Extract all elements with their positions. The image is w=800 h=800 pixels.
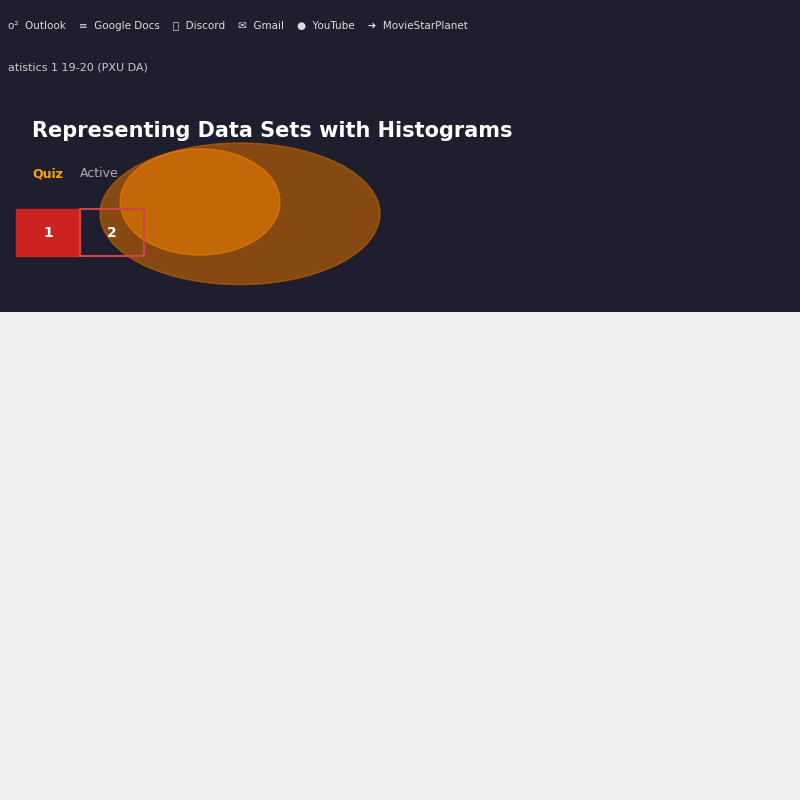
Text: o²  Outlook    ≡  Google Docs    ⬛  Discord    ✉  Gmail    ●  YouTube    ➜  Movi: o² Outlook ≡ Google Docs ⬛ Discord ✉ Gma… bbox=[8, 21, 468, 31]
FancyBboxPatch shape bbox=[16, 209, 80, 256]
Bar bbox=[648, 681, 768, 768]
Ellipse shape bbox=[100, 143, 380, 285]
Text: Which statements about the histogram are true? Check all that apply.: Which statements about the histogram are… bbox=[24, 331, 490, 345]
Ellipse shape bbox=[120, 149, 280, 255]
Title: Science Grades: Science Grades bbox=[358, 351, 514, 369]
Bar bbox=[104, 681, 224, 768]
Bar bbox=[376, 419, 496, 768]
Text: 1: 1 bbox=[43, 226, 53, 240]
Y-axis label: Number of Students: Number of Students bbox=[58, 502, 73, 642]
Text: Quiz: Quiz bbox=[32, 167, 63, 180]
Text: atistics 1 19-20 (PXU DA): atistics 1 19-20 (PXU DA) bbox=[8, 63, 148, 73]
X-axis label: Grades: Grades bbox=[411, 796, 461, 800]
Text: Representing Data Sets with Histograms: Representing Data Sets with Histograms bbox=[32, 122, 513, 141]
Bar bbox=[512, 550, 632, 768]
Text: Active: Active bbox=[80, 167, 118, 180]
Bar bbox=[240, 550, 360, 768]
Text: 2: 2 bbox=[107, 226, 117, 240]
